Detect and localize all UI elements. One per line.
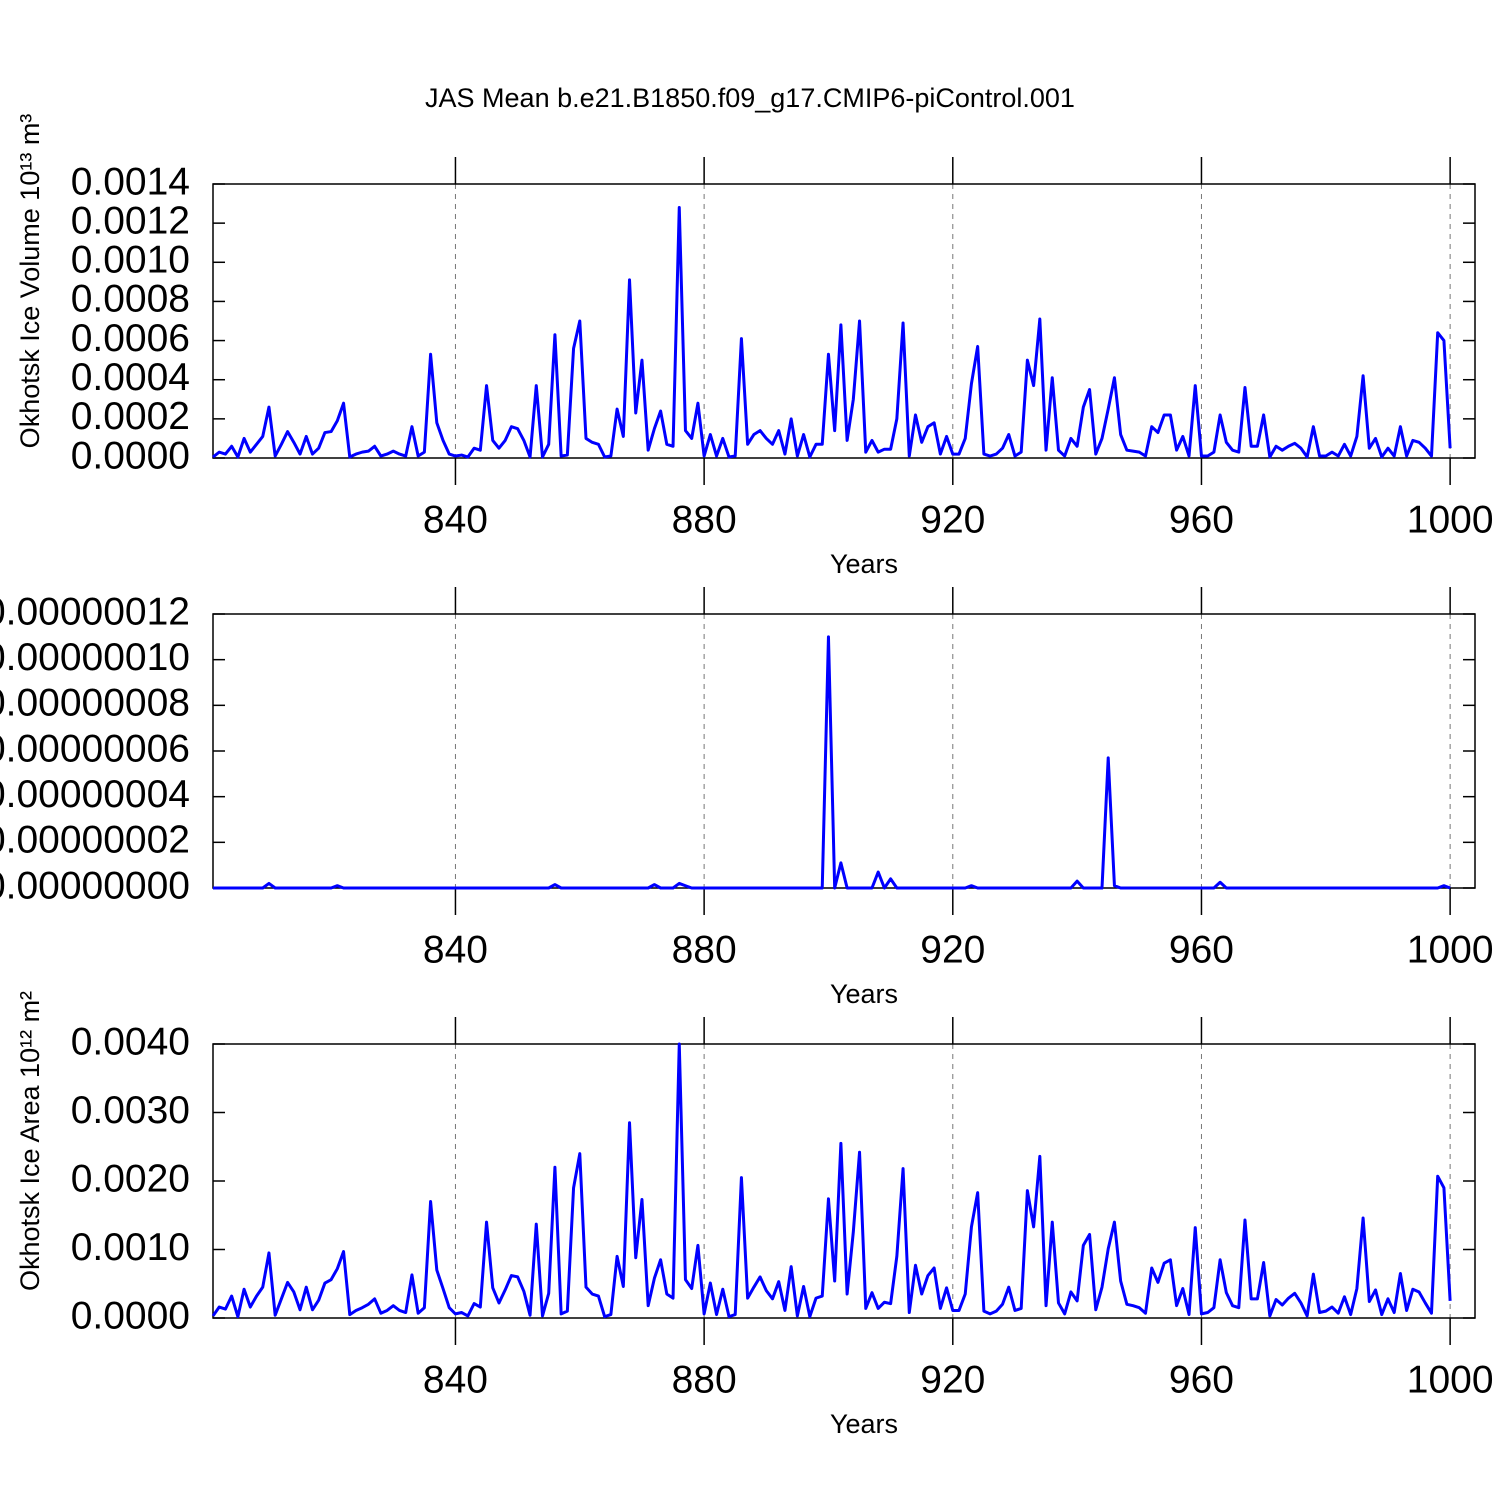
y-tick-label: 0.00000008 (0, 682, 190, 725)
y-tick-label: 0.0008 (71, 278, 190, 321)
x-tick-label: 960 (1169, 1358, 1234, 1401)
y-tick-label: 0.0014 (71, 160, 190, 203)
x-tick-label: 880 (672, 928, 737, 971)
plot-frame (212, 613, 1476, 889)
plot-frame (212, 1043, 1476, 1319)
x-tick-label: 920 (920, 928, 985, 971)
x-tick-label: 1000 (1407, 498, 1494, 541)
x-tick-label: 960 (1169, 498, 1234, 541)
data-line (212, 205, 1452, 459)
x-tick-label: 840 (423, 1358, 488, 1401)
y-tick-label: 0.0000 (71, 434, 190, 477)
x-tick-label: 920 (920, 1358, 985, 1401)
y-tick-label: 0.0040 (71, 1020, 190, 1063)
y-tick-label: 0.0002 (71, 395, 190, 438)
y-tick-label: 0.00000000 (0, 864, 190, 907)
y-tick-label: 0.0010 (71, 1226, 190, 1269)
y-tick-label: 0.0012 (71, 199, 190, 242)
y-tick-label: 0.0006 (71, 317, 190, 360)
x-axis-title: Years (830, 1409, 898, 1439)
x-tick-label: 960 (1169, 928, 1234, 971)
x-tick-label: 880 (672, 1358, 737, 1401)
y-axis-title: Okhotsk Ice Volume 10¹³ m³ (15, 114, 45, 449)
x-axis-title: Years (830, 979, 898, 1009)
y-axis-title: Okhotsk Ice Area 10¹² m² (15, 991, 45, 1291)
x-tick-label: 920 (920, 498, 985, 541)
x-tick-label: 1000 (1407, 1358, 1494, 1401)
x-tick-label: 1000 (1407, 928, 1494, 971)
x-tick-label: 880 (672, 498, 737, 541)
y-tick-label: 0.00000002 (0, 819, 190, 862)
data-line (211, 1042, 1452, 1319)
y-tick-label: 0.0020 (71, 1157, 190, 1200)
x-axis-title: Years (830, 549, 898, 579)
data-line (213, 635, 1451, 890)
y-tick-label: 0.0030 (71, 1089, 190, 1132)
y-tick-label: 0.0000 (71, 1294, 190, 1337)
y-tick-label: 0.00000012 (0, 590, 190, 633)
y-tick-label: 0.0010 (71, 239, 190, 282)
chart-title: JAS Mean b.e21.B1850.f09_g17.CMIP6-piCon… (425, 83, 1075, 113)
y-tick-label: 0.00000010 (0, 636, 190, 679)
plot-frame (212, 183, 1476, 459)
y-tick-label: 0.00000004 (0, 773, 190, 816)
x-tick-label: 840 (423, 498, 488, 541)
x-tick-label: 840 (423, 928, 488, 971)
y-tick-label: 0.0004 (71, 356, 190, 399)
y-tick-label: 0.00000006 (0, 727, 190, 770)
